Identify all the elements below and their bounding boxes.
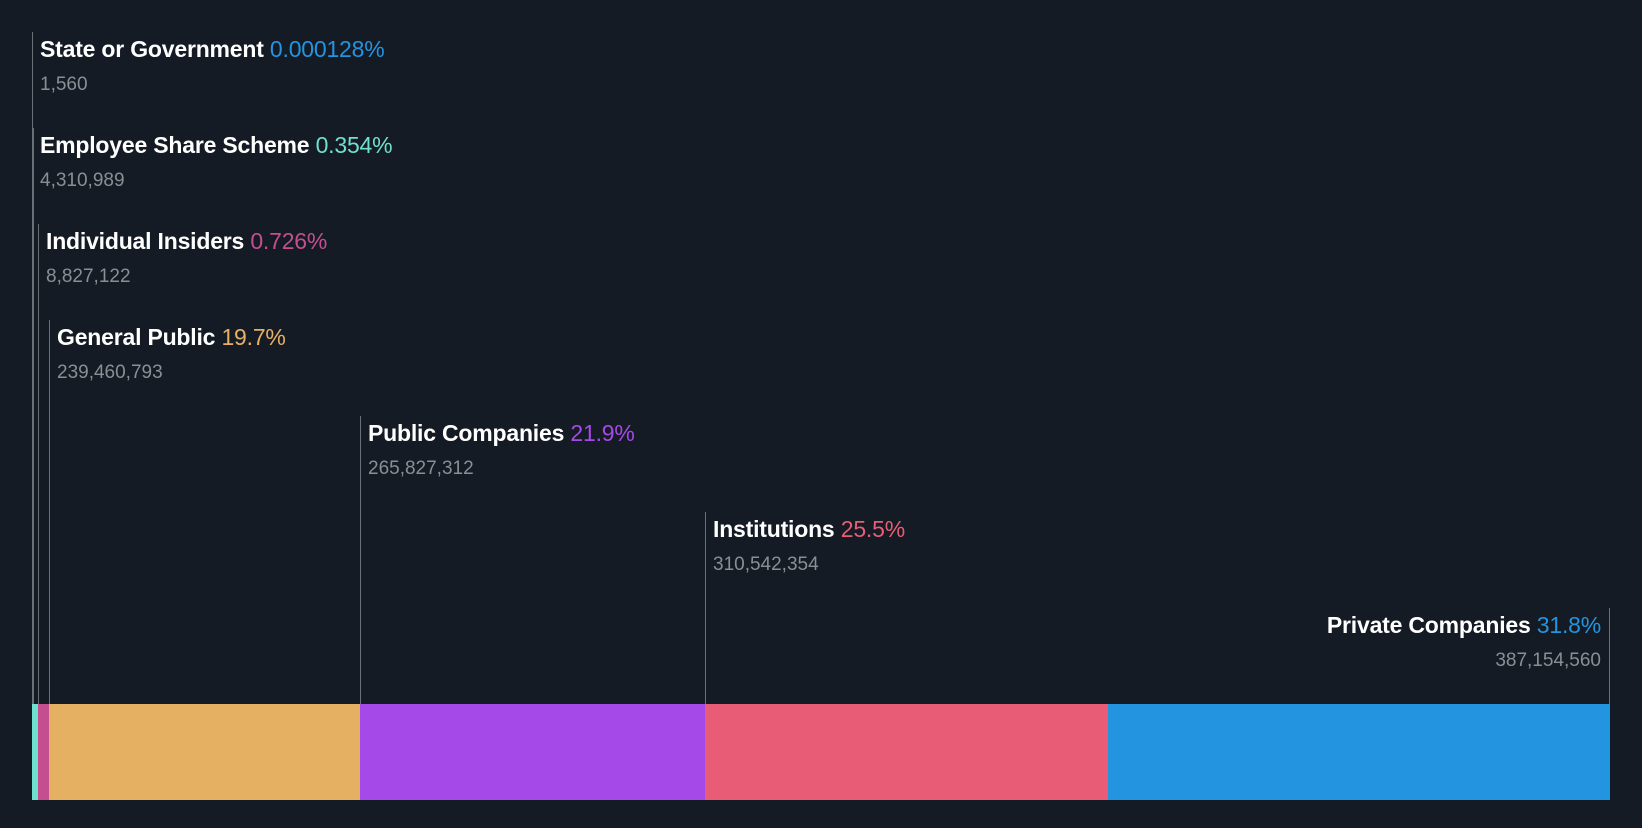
segment-title: Institutions 25.5% xyxy=(713,515,905,543)
segment-name: Public Companies xyxy=(368,420,565,446)
segment-name: Private Companies xyxy=(1326,612,1531,638)
segment-percent: 31.8% xyxy=(1536,612,1601,638)
segment-title: Employee Share Scheme 0.354% xyxy=(40,131,393,159)
bar-segment-employee-share-scheme[interactable] xyxy=(32,704,38,800)
label-individual-insiders: Individual Insiders 0.726% 8,827,122 xyxy=(46,227,327,289)
segment-title: State or Government 0.000128% xyxy=(40,35,385,63)
label-institutions: Institutions 25.5% 310,542,354 xyxy=(713,515,905,577)
leader-line-public-companies xyxy=(360,416,361,704)
segment-percent: 25.5% xyxy=(840,516,905,542)
segment-name: State or Government xyxy=(40,36,264,62)
label-public-companies: Public Companies 21.9% 265,827,312 xyxy=(368,419,635,481)
segment-share-count: 4,310,989 xyxy=(40,170,125,191)
leader-line-individual-insiders xyxy=(38,224,39,704)
segment-percent: 21.9% xyxy=(570,420,635,446)
bar-segment-public-companies[interactable] xyxy=(360,704,705,800)
segment-percent: 0.726% xyxy=(250,228,328,254)
segment-title: Public Companies 21.9% xyxy=(368,419,635,447)
segment-percent: 19.7% xyxy=(221,324,286,350)
segment-percent: 0.000128% xyxy=(269,36,385,62)
label-general-public: General Public 19.7% 239,460,793 xyxy=(57,323,286,385)
bar-segment-individual-insiders[interactable] xyxy=(38,704,49,800)
bar-segment-private-companies[interactable] xyxy=(1108,704,1610,800)
segment-share-count: 8,827,122 xyxy=(46,266,131,287)
leader-line-employee-share-scheme xyxy=(33,128,34,704)
leader-line-institutions xyxy=(705,512,706,704)
segment-share-count: 310,542,354 xyxy=(713,554,819,575)
segment-share-count: 1,560 xyxy=(40,74,88,95)
segment-share-count: 239,460,793 xyxy=(57,362,163,383)
bar-segment-general-public[interactable] xyxy=(49,704,360,800)
segment-name: Institutions xyxy=(713,516,835,542)
leader-line-general-public xyxy=(49,320,50,704)
label-state-or-government: State or Government 0.000128% 1,560 xyxy=(40,35,385,97)
segment-name: Individual Insiders xyxy=(46,228,245,254)
bar-segment-institutions[interactable] xyxy=(705,704,1108,800)
segment-title: Individual Insiders 0.726% xyxy=(46,227,327,255)
segment-percent: 0.354% xyxy=(315,132,393,158)
segment-share-count: 387,154,560 xyxy=(1495,650,1601,671)
label-private-companies: Private Companies 31.8% 387,154,560 xyxy=(1327,611,1601,673)
segment-name: Employee Share Scheme xyxy=(40,132,310,158)
label-employee-share-scheme: Employee Share Scheme 0.354% 4,310,989 xyxy=(40,131,393,193)
segment-title: Private Companies 31.8% xyxy=(1327,611,1601,639)
segment-name: General Public xyxy=(57,324,216,350)
segment-title: General Public 19.7% xyxy=(57,323,286,351)
segment-share-count: 265,827,312 xyxy=(368,458,474,479)
leader-line-state-or-government xyxy=(32,32,33,704)
leader-line-private-companies xyxy=(1609,608,1610,704)
